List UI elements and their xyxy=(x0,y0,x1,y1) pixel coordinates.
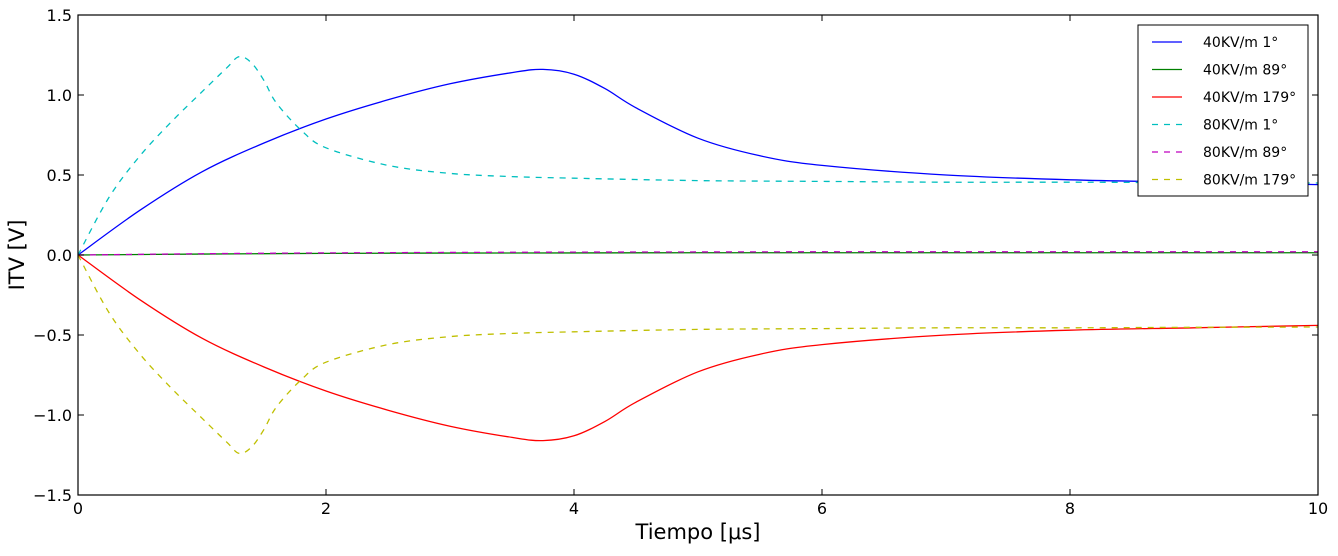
series-line-3 xyxy=(77,254,1319,442)
x-tick-label: 10 xyxy=(1308,499,1328,518)
x-tick-label: 0 xyxy=(73,499,83,518)
legend-box xyxy=(1137,24,1309,197)
x-tick-label: 8 xyxy=(1065,499,1075,518)
series-line-2 xyxy=(77,252,1318,256)
y-tick-label: 0.0 xyxy=(47,246,72,265)
legend-label-1: 40KV/m 1° xyxy=(1203,35,1278,51)
y-tick-label: 0.5 xyxy=(47,166,72,185)
legend-label-4: 80KV/m 1° xyxy=(1203,118,1278,134)
legend-label-6: 80KV/m 179° xyxy=(1203,173,1296,189)
y-tick-label: 1.0 xyxy=(47,86,72,105)
series-layer xyxy=(77,55,1319,455)
y-tick-label: 1.5 xyxy=(47,6,72,25)
legend: 40KV/m 1° 40KV/m 89° 40KV/m 179° 80KV/m 1° 8… xyxy=(1137,24,1309,197)
legend-label-5: 80KV/m 89° xyxy=(1203,145,1287,161)
legend-label-2: 40KV/m 89° xyxy=(1203,63,1287,79)
series-line-1 xyxy=(77,68,1319,256)
x-tick-label: 6 xyxy=(817,499,827,518)
legend-label-3: 40KV/m 179° xyxy=(1203,90,1296,106)
y-tick-label: −0.5 xyxy=(33,326,72,345)
x-axis-label: Tiempo [μs] xyxy=(635,520,761,544)
ticks-layer: 0 2 4 6 8 10 −1.5 −1.0 −0.5 0.0 0.5 1.0 1.5 xyxy=(33,6,1328,518)
x-tick-label: 4 xyxy=(569,499,579,518)
plot-area-background xyxy=(78,15,1318,495)
plot-frame xyxy=(77,14,1319,496)
y-tick-label: −1.0 xyxy=(33,406,72,425)
y-tick-label: −1.5 xyxy=(33,486,72,505)
y-axis-label: ITV [V] xyxy=(5,220,29,291)
x-tick-label: 2 xyxy=(321,499,331,518)
